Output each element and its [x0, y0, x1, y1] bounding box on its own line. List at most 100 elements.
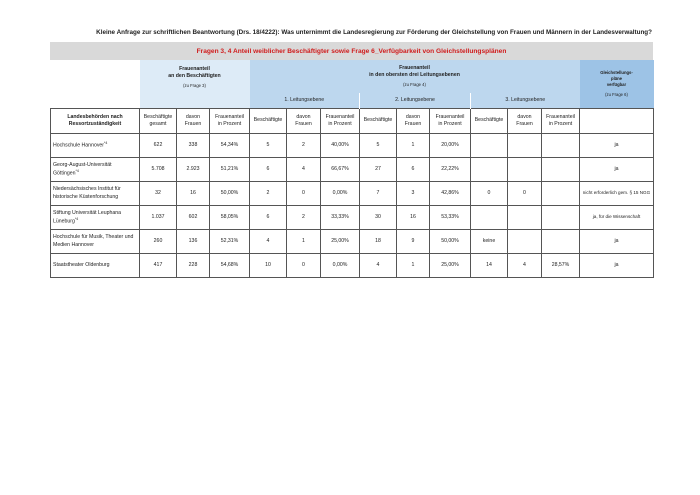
- table-cell: 260: [139, 229, 177, 254]
- table-cell: 2: [249, 181, 287, 206]
- col-l2-beschaeftigte: Beschäftigte: [359, 108, 397, 134]
- table-cell: ja: [579, 253, 654, 278]
- table-cell: [507, 133, 542, 158]
- table-cell: [541, 157, 580, 182]
- table-cell: 2: [286, 133, 321, 158]
- table-row: Staatstheater Oldenburg 417 228 54,68% 10 0 0,…: [50, 253, 654, 278]
- group-subtitle: in den obersten drei Leitungsebenen: [369, 72, 460, 79]
- agency-name: Staatstheater Oldenburg: [50, 253, 140, 278]
- agency-name: Niedersächsisches Institut für historisc…: [50, 181, 140, 206]
- table-cell: 25,00%: [429, 253, 471, 278]
- group-ref: (zu Frage 6): [605, 92, 628, 98]
- table-cell: 228: [176, 253, 210, 278]
- group-title: Frauenanteil: [399, 65, 430, 72]
- table-cell: 42,86%: [429, 181, 471, 206]
- col-l1-beschaeftigte: Beschäftigte: [249, 108, 287, 134]
- table-cell: 50,00%: [209, 181, 250, 206]
- col-prozent: Frauenanteil in Prozent: [209, 108, 250, 134]
- col-l3-frauen: davon Frauen: [507, 108, 542, 134]
- table-cell: [470, 133, 508, 158]
- group-subtitle: an den Beschäftigten: [168, 72, 221, 79]
- table-cell: ja, für die Wissenschaft: [579, 205, 654, 230]
- table-cell: [507, 157, 542, 182]
- table-cell: 4: [359, 253, 397, 278]
- table-row: Georg-August-Universität Göttingen*4 5.70…: [50, 157, 654, 182]
- level-1-header: 1. Leitungsebene: [249, 93, 360, 109]
- table-cell: 0: [470, 181, 508, 206]
- group-ref: (zu Frage 3): [183, 82, 206, 88]
- table-cell: 0: [286, 181, 321, 206]
- table-cell: 1: [286, 229, 321, 254]
- table-cell: 16: [176, 181, 210, 206]
- col-l2-prozent: Frauenanteil in Prozent: [429, 108, 471, 134]
- table-cell: keine: [470, 229, 508, 254]
- col-plaene: [579, 108, 654, 134]
- section-banner: Fragen 3, 4 Anteil weiblicher Beschäftig…: [50, 42, 653, 60]
- table-cell: 32: [139, 181, 177, 206]
- group-title: pläne: [611, 75, 622, 81]
- col-gesamt: Beschäftigte gesamt: [139, 108, 177, 134]
- table-cell: 3: [396, 181, 430, 206]
- table-cell: 417: [139, 253, 177, 278]
- group-title: Frauenanteil: [179, 65, 210, 72]
- table-cell: 0,00%: [320, 253, 360, 278]
- table-cell: 6: [396, 157, 430, 182]
- table-cell: 0,00%: [320, 181, 360, 206]
- table-cell: 622: [139, 133, 177, 158]
- col-l3-beschaeftigte: Beschäftigte: [470, 108, 508, 134]
- table-cell: [470, 157, 508, 182]
- col-l3-prozent: Frauenanteil in Prozent: [541, 108, 580, 134]
- table-cell: 22,22%: [429, 157, 471, 182]
- col-frauen: davon Frauen: [176, 108, 210, 134]
- table-cell: 40,00%: [320, 133, 360, 158]
- document-title: Kleine Anfrage zur schriftlichen Beantwo…: [96, 29, 652, 36]
- table-cell: [541, 181, 580, 206]
- col-l2-frauen: davon Frauen: [396, 108, 430, 134]
- table-cell: 2.923: [176, 157, 210, 182]
- table-cell: 16: [396, 205, 430, 230]
- group-title: verfügbar: [606, 81, 627, 87]
- table-cell: 10: [249, 253, 287, 278]
- group-header-leitung: Frauenanteil in den obersten drei Leitun…: [249, 60, 580, 93]
- table-cell: 602: [176, 205, 210, 230]
- table-cell: nicht erforderlich gem. § 15 NGG: [579, 181, 654, 206]
- agency-name: Stiftung Universität Leuphana Lüneburg*4: [50, 205, 140, 230]
- table-cell: [541, 133, 580, 158]
- table-cell: 51,21%: [209, 157, 250, 182]
- level-2-header: 2. Leitungsebene: [359, 93, 471, 109]
- table-cell: 4: [249, 229, 287, 254]
- agency-name: Georg-August-Universität Göttingen*4: [50, 157, 140, 182]
- table-cell: ja: [579, 229, 654, 254]
- table-cell: 1: [396, 133, 430, 158]
- table-cell: 1: [396, 253, 430, 278]
- column-header-row: Landesbehörden nach Ressortzuständigkeit …: [50, 108, 654, 134]
- table-cell: 54,34%: [209, 133, 250, 158]
- table-cell: 54,68%: [209, 253, 250, 278]
- table-row: Stiftung Universität Leuphana Lüneburg*4…: [50, 205, 654, 230]
- data-table: Frauenanteil an den Beschäftigten (zu Fr…: [50, 60, 654, 278]
- col-name: Landesbehörden nach Ressortzuständigkeit: [50, 108, 140, 134]
- table-cell: 53,33%: [429, 205, 471, 230]
- table-cell: 30: [359, 205, 397, 230]
- table-cell: 5: [359, 133, 397, 158]
- table-row: Hochschule Hannover*4 622 338 54,34% 5 2 40,00…: [50, 133, 654, 158]
- table-cell: 2: [286, 205, 321, 230]
- table-cell: 0: [286, 253, 321, 278]
- table-cell: 50,00%: [429, 229, 471, 254]
- blank-corner: [51, 60, 140, 109]
- agency-name: Hochschule Hannover*4: [50, 133, 140, 158]
- table-cell: 28,57%: [541, 253, 580, 278]
- table-cell: 5: [249, 133, 287, 158]
- col-l1-prozent: Frauenanteil in Prozent: [320, 108, 360, 134]
- table-cell: 18: [359, 229, 397, 254]
- table-cell: 4: [286, 157, 321, 182]
- table-cell: [470, 205, 508, 230]
- table-cell: ja: [579, 157, 654, 182]
- table-cell: 58,05%: [209, 205, 250, 230]
- group-title: Gleichstellungs-: [600, 70, 633, 76]
- table-cell: 4: [507, 253, 542, 278]
- level-3-header: 3. Leitungsebene: [470, 93, 580, 109]
- group-header-plaene: Gleichstellungs- pläne verfügbar (zu Fra…: [579, 60, 654, 109]
- table-cell: 6: [249, 157, 287, 182]
- table-cell: [507, 205, 542, 230]
